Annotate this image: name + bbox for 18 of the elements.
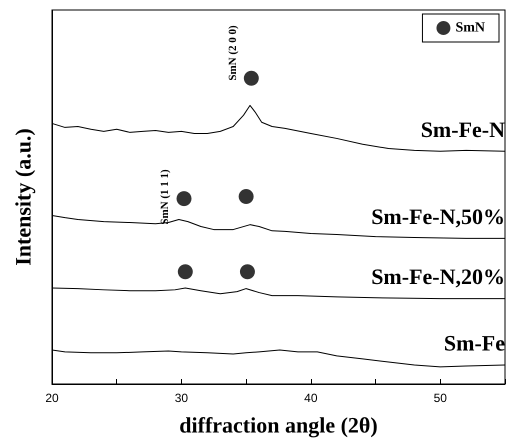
series-label: Sm-Fe [444,330,506,356]
point [244,70,259,86]
series-label: Sm-Fe-N [420,116,506,142]
y-axis-title: Intensity (a.u.) [10,128,36,266]
point [238,189,254,204]
point [178,264,193,280]
x-tick-label: 40 [304,391,318,405]
x-tick-label: 30 [174,391,188,405]
x-axis-title: diffraction angle (2θ) [179,412,378,438]
legend-label: SmN [455,20,486,36]
series-label: Sm-Fe-N,20% [371,264,505,290]
annotation: SmN (1 1 1) [159,169,171,225]
series-label: Sm-Fe-N,50% [371,204,505,229]
x-tick-label: 20 [45,391,59,405]
x-tick-label: 50 [434,391,448,405]
annotation: SmN (2 0 0) [227,25,239,81]
point [176,191,192,206]
point [240,264,255,280]
